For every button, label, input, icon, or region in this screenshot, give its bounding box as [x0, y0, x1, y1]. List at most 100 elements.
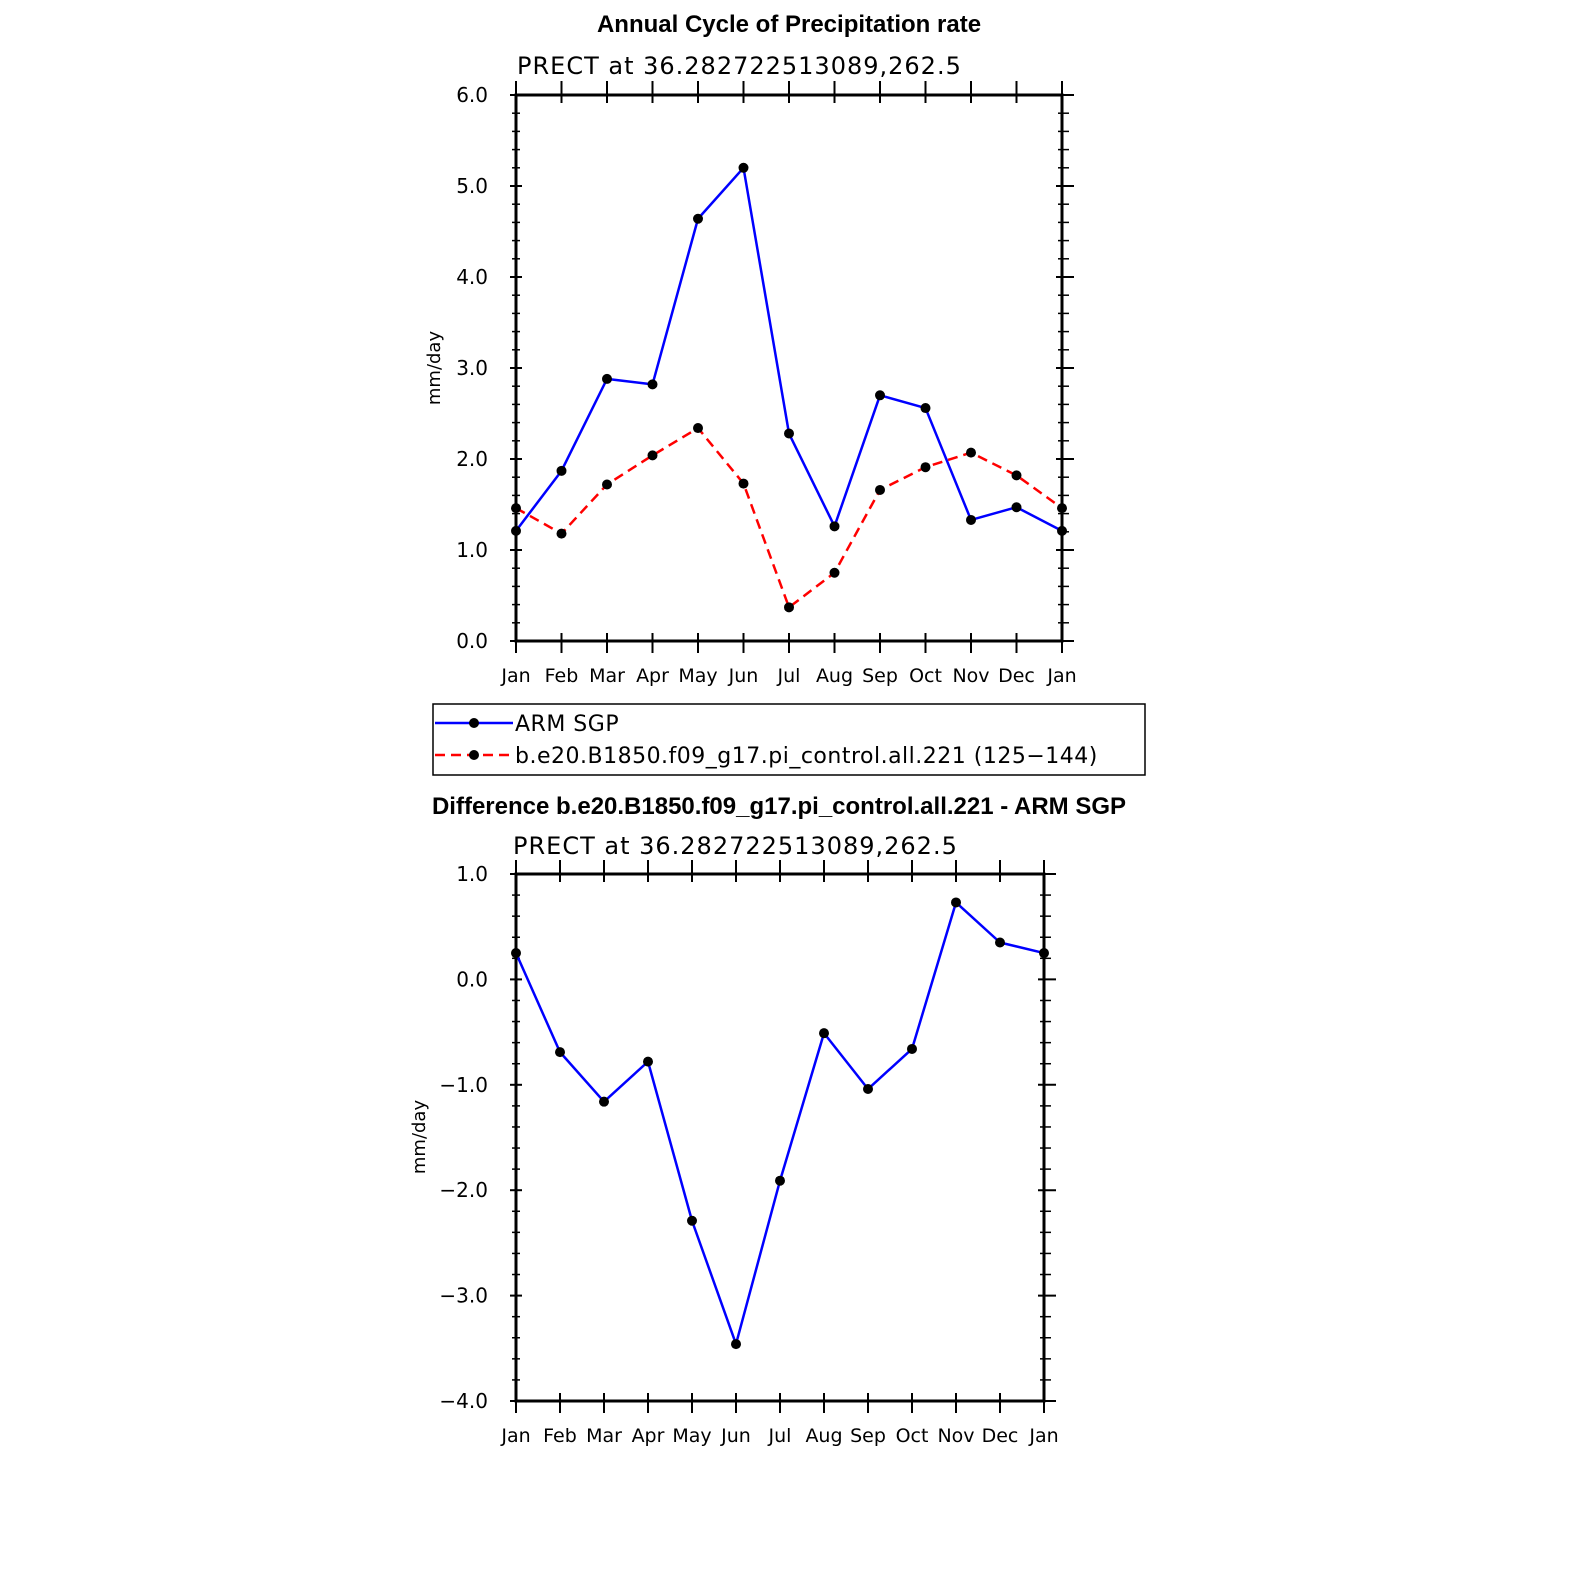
y-tick-label: 2.0	[456, 447, 488, 471]
data-point	[951, 897, 961, 908]
chart-title: Annual Cycle of Precipitation rate	[597, 11, 981, 38]
y-tick-labels: −4.0 −3.0 −2.0 −1.0 0.0 1.0	[439, 862, 488, 1413]
plot-frame	[514, 93, 1064, 643]
data-point	[1011, 470, 1022, 481]
series-points	[511, 897, 1049, 1350]
data-point	[693, 213, 703, 224]
legend-marker-arm	[469, 718, 479, 728]
data-point	[647, 450, 658, 461]
x-tick-label: Nov	[952, 665, 989, 687]
legend-box	[432, 703, 1146, 776]
x-tick-label: Nov	[937, 1425, 974, 1447]
y-tick-label: 0.0	[456, 629, 488, 653]
legend-marker-model	[469, 750, 479, 760]
x-tick-label: Apr	[636, 665, 669, 687]
data-point	[602, 479, 612, 490]
x-tick-label: Oct	[909, 665, 942, 687]
series-line	[514, 901, 1045, 1346]
x-tick-label: Aug	[816, 665, 853, 687]
data-point	[819, 1028, 829, 1039]
x-tick-label: Mar	[586, 1425, 622, 1447]
y-axis-label: mm/day	[409, 1100, 430, 1175]
data-point	[829, 521, 840, 532]
data-point	[829, 567, 840, 578]
x-tick-label: May	[672, 1425, 711, 1447]
x-tick-label: Apr	[632, 1425, 665, 1447]
data-point	[863, 1084, 873, 1095]
data-point	[555, 1047, 565, 1058]
y-tick-label: 5.0	[456, 174, 488, 198]
data-point	[907, 1043, 917, 1054]
data-point	[920, 403, 931, 414]
difference-chart: Difference b.e20.B1850.f09_g17.pi_contro…	[409, 793, 1126, 1447]
y-tick-label: −4.0	[439, 1389, 488, 1413]
y-tick-label: 3.0	[456, 356, 488, 380]
y-tick-label: 1.0	[456, 538, 488, 562]
x-tick-label: Jan	[1028, 1425, 1058, 1447]
y-tick-label: −3.0	[439, 1284, 488, 1308]
data-point	[1011, 502, 1022, 513]
series-line	[515, 166, 1063, 532]
y-tick-label: 6.0	[456, 83, 488, 107]
x-tick-label: Jun	[728, 665, 759, 687]
x-tick-labels: Jan Feb Mar Apr May Jun Jul Aug Sep Oct Nov Dec Jan	[500, 1425, 1058, 1447]
data-point	[556, 528, 567, 539]
data-point	[643, 1056, 653, 1067]
data-point	[731, 1339, 741, 1350]
data-point	[875, 390, 885, 401]
data-point	[602, 373, 612, 384]
data-point	[920, 462, 931, 473]
x-tick-label: Jul	[777, 665, 801, 687]
y-tick-labels: 0.0 1.0 2.0 3.0 4.0 5.0 6.0	[456, 83, 488, 653]
plot-frame	[514, 872, 1046, 1403]
x-tick-label: Jul	[768, 1425, 792, 1447]
data-point	[966, 447, 976, 458]
x-tick-label: May	[678, 665, 717, 687]
data-point	[875, 484, 885, 495]
data-point	[599, 1096, 609, 1107]
series-lines	[515, 166, 1063, 609]
legend-label-arm: ARM SGP	[515, 712, 619, 737]
y-tick-label: 1.0	[456, 862, 488, 886]
x-tick-label: Jun	[720, 1425, 751, 1447]
data-point	[738, 478, 749, 489]
legend: ARM SGP b.e20.B1850.f09_g17.pi_control.a…	[432, 703, 1146, 776]
axis-ticks	[510, 860, 1056, 1413]
x-tick-label: Sep	[862, 665, 898, 687]
y-tick-label: 4.0	[456, 265, 488, 289]
y-tick-label: 0.0	[456, 967, 488, 991]
series-points	[511, 162, 1067, 613]
data-point	[647, 379, 658, 390]
x-tick-label: Dec	[998, 665, 1035, 687]
axis-ticks	[510, 81, 1074, 653]
chart-subtitle: PRECT at 36.282722513089,262.5	[513, 832, 958, 860]
x-tick-label: Mar	[589, 665, 625, 687]
y-tick-label: −1.0	[439, 1073, 488, 1097]
x-tick-label: Oct	[896, 1425, 929, 1447]
y-tick-label: −2.0	[439, 1178, 488, 1202]
x-tick-label: Feb	[545, 665, 579, 687]
legend-label-model: b.e20.B1850.f09_g17.pi_control.all.221 (…	[515, 744, 1098, 769]
x-tick-labels: Jan Feb Mar Apr May Jun Jul Aug Sep Oct Nov Dec Jan	[500, 665, 1076, 687]
chart-subtitle: PRECT at 36.282722513089,262.5	[517, 52, 962, 80]
x-tick-label: Feb	[543, 1425, 577, 1447]
x-tick-label: Jan	[1046, 665, 1076, 687]
annual-cycle-chart: Annual Cycle of Precipitation rate PRECT…	[424, 11, 1077, 687]
data-point	[556, 465, 567, 476]
x-tick-label: Jan	[500, 665, 530, 687]
y-axis-label: mm/day	[424, 331, 445, 406]
chart-title: Difference b.e20.B1850.f09_g17.pi_contro…	[432, 793, 1126, 820]
series-lines	[514, 901, 1045, 1346]
data-point	[775, 1175, 785, 1186]
x-tick-label: Jan	[500, 1425, 530, 1447]
data-point	[693, 423, 703, 434]
data-point	[784, 602, 794, 613]
x-tick-label: Sep	[850, 1425, 886, 1447]
x-tick-label: Dec	[982, 1425, 1019, 1447]
data-point	[966, 514, 976, 525]
data-point	[995, 937, 1005, 948]
x-tick-label: Aug	[805, 1425, 842, 1447]
data-point	[738, 162, 749, 173]
data-point	[687, 1215, 697, 1226]
